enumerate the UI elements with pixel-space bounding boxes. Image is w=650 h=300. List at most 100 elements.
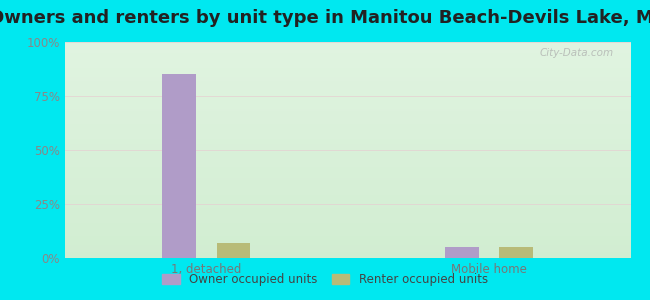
Bar	[65, 135, 630, 137]
Bar	[65, 85, 630, 87]
Bar	[65, 191, 630, 193]
Bar	[65, 238, 630, 241]
Bar	[65, 25, 630, 27]
Bar	[65, 141, 630, 143]
Bar	[65, 184, 630, 187]
Bar	[65, 53, 630, 55]
Bar	[65, 98, 630, 100]
Bar	[65, 174, 630, 176]
Bar	[65, 226, 630, 228]
Bar	[65, 111, 630, 113]
Bar	[65, 105, 630, 107]
Bar	[65, 44, 630, 46]
Bar	[65, 109, 630, 111]
Bar	[65, 38, 630, 40]
Bar	[65, 74, 630, 77]
Bar	[162, 74, 196, 258]
Bar	[65, 180, 630, 182]
Bar	[65, 146, 630, 148]
Bar	[65, 1, 630, 3]
Bar	[65, 157, 630, 159]
Bar	[65, 172, 630, 174]
Bar	[65, 27, 630, 29]
Bar	[65, 87, 630, 89]
Bar	[65, 51, 630, 53]
Bar	[65, 76, 630, 79]
Bar	[65, 22, 630, 25]
Bar	[65, 232, 630, 234]
Bar	[65, 204, 630, 206]
Text: City-Data.com: City-Data.com	[540, 49, 614, 58]
Bar	[65, 20, 630, 22]
Bar	[65, 200, 630, 202]
Bar	[65, 230, 630, 232]
Bar	[65, 42, 630, 44]
Bar	[65, 217, 630, 219]
Bar	[65, 96, 630, 98]
Bar	[65, 46, 630, 49]
Bar	[216, 243, 250, 258]
Bar	[65, 165, 630, 167]
Bar	[65, 92, 630, 94]
Bar	[65, 70, 630, 72]
Bar	[65, 118, 630, 120]
Bar	[65, 12, 630, 14]
Bar	[65, 208, 630, 211]
Bar	[65, 10, 630, 12]
Bar	[65, 251, 630, 254]
Bar	[65, 139, 630, 141]
Bar	[65, 8, 630, 10]
Bar	[65, 35, 630, 38]
Bar	[65, 154, 630, 157]
Bar	[65, 120, 630, 122]
Bar	[65, 159, 630, 161]
Bar	[65, 224, 630, 226]
Bar	[65, 206, 630, 208]
Bar	[65, 193, 630, 195]
Bar	[65, 116, 630, 118]
Bar	[65, 79, 630, 81]
Bar	[65, 57, 630, 59]
Bar	[65, 59, 630, 62]
Bar	[65, 133, 630, 135]
Bar	[65, 100, 630, 103]
Bar	[65, 219, 630, 221]
Bar	[65, 72, 630, 74]
Bar	[65, 0, 630, 1]
Bar	[65, 122, 630, 124]
Bar	[65, 243, 630, 245]
Bar	[65, 31, 630, 33]
Bar	[65, 234, 630, 236]
Bar	[65, 68, 630, 70]
Bar	[65, 245, 630, 247]
Bar	[65, 254, 630, 256]
Bar	[65, 5, 630, 8]
Bar	[445, 247, 479, 258]
Bar	[65, 64, 630, 66]
Bar	[65, 152, 630, 154]
Bar	[65, 124, 630, 126]
Bar	[65, 16, 630, 18]
Bar	[65, 187, 630, 189]
Bar	[65, 148, 630, 150]
Bar	[65, 195, 630, 197]
Bar	[65, 249, 630, 251]
Bar	[65, 189, 630, 191]
Bar	[65, 103, 630, 105]
Bar	[65, 247, 630, 249]
Bar	[65, 167, 630, 169]
Bar	[65, 169, 630, 172]
Bar	[65, 256, 630, 258]
Bar	[65, 221, 630, 224]
Bar	[65, 107, 630, 109]
Bar	[65, 66, 630, 68]
Bar	[65, 89, 630, 92]
Bar	[65, 182, 630, 184]
Bar	[65, 94, 630, 96]
Bar	[65, 126, 630, 128]
Bar	[65, 128, 630, 130]
Bar	[65, 161, 630, 163]
Bar	[65, 241, 630, 243]
Bar	[65, 197, 630, 200]
Bar	[65, 202, 630, 204]
